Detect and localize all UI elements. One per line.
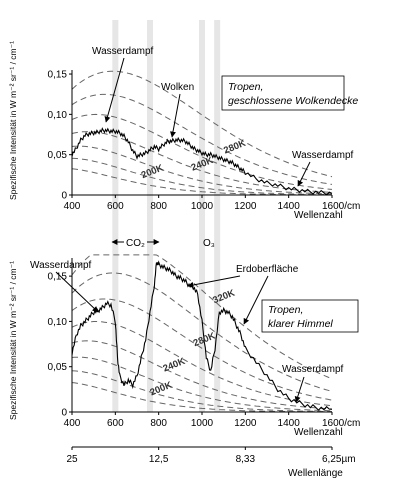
bot-xtick-label: 1600/cm: [322, 418, 360, 429]
top-annotation-water-vapor-left: Wasserdampf: [92, 46, 154, 57]
bottom-ylabel: Spezifische Intensität in W m⁻² sr⁻¹ / c…: [8, 261, 18, 420]
bot-xtick-label: 1200: [234, 418, 257, 429]
top-xtick-label: 1600/cm: [322, 201, 360, 212]
top-xtick-label: 600: [107, 201, 124, 212]
chart-bottom-clear-sky: 0 0,05 0,10 0,15 400 600 800 1000 1200 1400 1600/…: [8, 254, 360, 479]
bot-planck-curve-180K: [71, 382, 332, 413]
bot-curve-label-240K: 240K: [162, 356, 187, 375]
band-edge-0-0: [112, 20, 119, 412]
bot-xtick-label: 1400: [278, 418, 301, 429]
top-condition-box: [221, 75, 345, 111]
chart-top-cloudy: 0 0,05 0,10 0,15 400 600 800 1000 1200 1400 1600/…: [8, 41, 360, 221]
bottom-annotation-water-vapor-left: Wasserdampf: [30, 260, 92, 271]
co2-label: CO₂: [126, 238, 145, 249]
o3-label: O₃: [203, 238, 215, 249]
bot-ytick-label: 0,10: [48, 317, 68, 328]
top-arrow-water-vapor-left: [104, 57, 125, 123]
top-xtick-label: 800: [150, 201, 167, 212]
wavelength-tick-label: 12,5: [149, 454, 169, 465]
bottom-annotation-water-vapor-right: Wasserdampf: [282, 364, 344, 375]
top-xtick-label: 400: [64, 201, 81, 212]
top-planck-curve-240K: [71, 131, 333, 193]
band-edge-1-0: [199, 20, 205, 412]
bot-xtick-label: 800: [150, 418, 167, 429]
bottom-arrow-surface-2: [243, 275, 269, 325]
bottom-annotation-surface: Erdoberfläche: [236, 264, 299, 275]
top-xtick-label: 1400: [278, 201, 301, 212]
wavelength-tick-label: 6,25µm: [322, 454, 356, 465]
top-ylabel: Spezifische Intensität in W m⁻² sr⁻¹ / c…: [8, 41, 18, 200]
wavelength-label: Wellenlänge: [288, 468, 343, 479]
bottom-box-line1: Tropen,: [268, 304, 303, 316]
bot-xtick-label: 1000: [191, 418, 214, 429]
top-box-line2: geschlossene Wolkendecke: [228, 95, 358, 107]
bot-ytick-label: 0: [61, 408, 67, 419]
top-xtick-label: 1200: [234, 201, 257, 212]
top-annotation-clouds: Wolken: [161, 82, 194, 93]
bottom-box-line2: klarer Himmel: [268, 318, 333, 330]
top-xtick-label: 1000: [191, 201, 214, 212]
bottom-arrow-surface-1: [187, 275, 241, 288]
top-arrow-clouds: [170, 93, 181, 138]
top-planck-curve-220K: [71, 145, 333, 195]
bottom-xlabel: Wellenzahl: [294, 427, 343, 438]
top-ytick-label: 0,05: [48, 150, 68, 161]
band-edge-0-1: [147, 20, 153, 412]
top-xlabel: Wellenzahl: [294, 210, 343, 221]
band-edge-1-1: [214, 20, 221, 412]
top-planck-curve-280K: [71, 93, 333, 185]
bot-planck-curve-220K: [71, 356, 332, 412]
bottom-spectrum-line: [71, 260, 333, 411]
bot-ytick-label: 0,05: [48, 362, 68, 373]
top-planck-curve-300K: [71, 70, 333, 178]
bot-ytick-label: 0,15: [48, 272, 68, 283]
top-ytick-label: 0,15: [48, 70, 68, 81]
top-arrow-water-vapor-right: [297, 161, 311, 187]
top-annotation-water-vapor-right: Wasserdampf: [292, 150, 354, 161]
top-curve-label-280K: 280K: [222, 138, 247, 157]
bot-xtick-label: 600: [107, 418, 124, 429]
bottom-arrow-water-vapor-left: [55, 271, 99, 313]
bot-planck-curve-240K: [71, 340, 333, 410]
top-ytick-label: 0,10: [48, 110, 68, 121]
co2-band-label: CO₂: [111, 238, 160, 249]
bot-xtick-label: 400: [64, 418, 81, 429]
bot-planck-curve-320K: [71, 254, 333, 380]
top-box-line1: Tropen,: [228, 81, 263, 93]
bottom-condition-box: [261, 299, 359, 333]
top-planck-curve-260K: [71, 113, 333, 190]
bottom-arrow-water-vapor-right: [294, 376, 305, 403]
bot-planck-curve-200K: [71, 370, 333, 413]
wavelength-tick-label: 8,33: [236, 454, 256, 465]
top-ytick-label: 0: [61, 191, 67, 202]
top-spectrum-line: [71, 127, 333, 196]
top-planck-curve-180K: [71, 168, 332, 196]
wavelength-tick-label: 25: [66, 454, 78, 465]
bot-planck-curve-280K: [71, 298, 333, 401]
top-planck-curve-200K: [71, 157, 332, 196]
